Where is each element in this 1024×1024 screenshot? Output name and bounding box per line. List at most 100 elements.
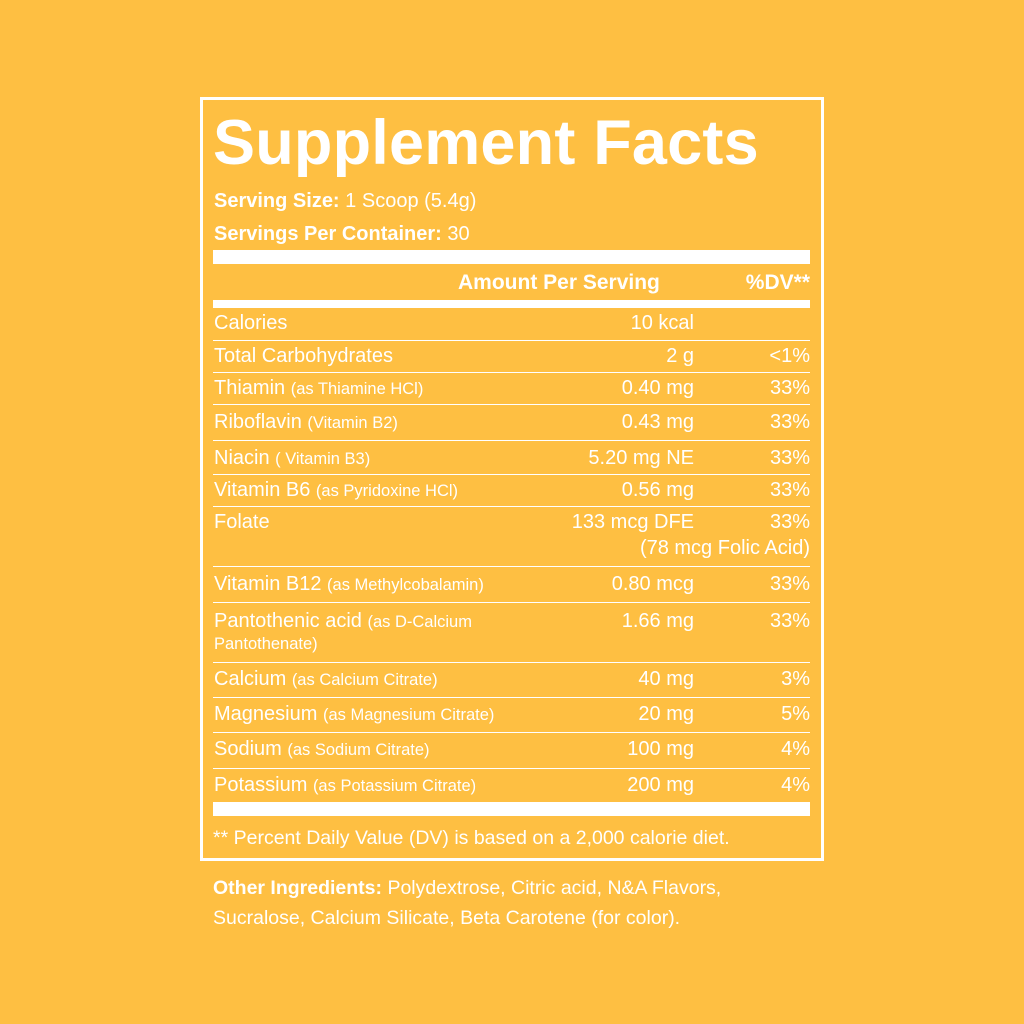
nutrient-name-text: Calcium (214, 668, 287, 690)
nutrient-name: Calories (214, 311, 287, 335)
nutrient-name: Niacin ( Vitamin B3) (214, 446, 370, 471)
nutrient-row: Vitamin B12 (as Methylcobalamin) 0.80 mcg… (213, 572, 810, 596)
thick-divider-header (213, 300, 810, 308)
serving-size-value: 1 Scoop (5.4g) (345, 190, 477, 212)
nutrient-daily-value: 33% (769, 610, 810, 632)
nutrient-name: Calcium (as Calcium Citrate) (214, 667, 438, 692)
row-divider (213, 440, 810, 441)
nutrient-source: (as D-Calcium (367, 613, 472, 631)
nutrient-source: (as Potassium Citrate) (312, 777, 477, 795)
nutrient-daily-value: 33% (769, 377, 810, 399)
nutrient-daily-value: 33% (769, 479, 810, 501)
nutrient-amount: 0.80 mcg (611, 573, 694, 595)
nutrient-name-text: Total Carbohydrates (214, 345, 393, 367)
nutrient-name-text: Vitamin B12 (214, 573, 322, 595)
nutrient-name: Total Carbohydrates (214, 344, 393, 368)
nutrient-amount: 5.20 mg NE (588, 447, 694, 469)
nutrient-source: (as Thiamine HCl) (290, 380, 424, 398)
nutrient-amount: 0.56 mg (621, 479, 694, 501)
nutrient-source: (as Calcium Citrate) (291, 671, 438, 689)
nutrient-name: Potassium (as Potassium Citrate) (214, 773, 476, 798)
nutrient-row: Magnesium (as Magnesium Citrate) 20 mg 5% (213, 702, 810, 726)
nutrient-row: Total Carbohydrates 2 g <1% (213, 344, 810, 368)
nutrient-note: (78 mcg Folic Acid) (639, 537, 810, 559)
nutrient-row: Vitamin B6 (as Pyridoxine HCl) 0.56 mg 33% (213, 478, 810, 502)
nutrient-source: ( Vitamin B3) (275, 450, 371, 468)
nutrient-name-text: Riboflavin (214, 411, 302, 433)
row-divider (213, 474, 810, 475)
nutrient-row: Niacin ( Vitamin B3) 5.20 mg NE 33% (213, 446, 810, 470)
nutrient-source: (Vitamin B2) (307, 414, 398, 432)
nutrient-source: (as Pyridoxine HCl) (315, 482, 459, 500)
servings-per-container: Servings Per Container: 30 (214, 222, 470, 246)
nutrient-daily-value: 4% (781, 774, 810, 796)
nutrient-row: Riboflavin (Vitamin B2) 0.43 mg 33% (213, 410, 810, 434)
nutrient-source: (as Methylcobalamin) (327, 576, 484, 594)
header-amount: Amount Per Serving (458, 271, 660, 294)
other-ingredients-label: Other Ingredients: (213, 877, 383, 899)
nutrient-name-text: Sodium (214, 738, 282, 760)
nutrient-row: Sodium (as Sodium Citrate) 100 mg 4% (213, 737, 810, 761)
nutrient-name: Magnesium (as Magnesium Citrate) (214, 702, 494, 727)
row-divider (213, 340, 810, 341)
other-ingredients-line2: Sucralose, Calcium Silicate, Beta Carote… (213, 907, 681, 929)
nutrient-daily-value: 33% (769, 411, 810, 433)
footnote: ** Percent Daily Value (DV) is based on … (213, 827, 730, 849)
nutrient-name: Folate (214, 510, 270, 534)
header-dv: %DV** (745, 271, 810, 294)
nutrient-amount: 40 mg (638, 668, 694, 690)
nutrient-daily-value: 4% (781, 738, 810, 760)
nutrient-amount: 100 mg (627, 738, 694, 760)
nutrient-amount: 20 mg (638, 703, 694, 725)
other-ingredients-line1: Polydextrose, Citric acid, N&A Flavors, (387, 877, 722, 899)
servings-per-container-label: Servings Per Container: (214, 223, 442, 245)
nutrient-daily-value: 33% (769, 511, 810, 533)
nutrient-daily-value: 33% (769, 573, 810, 595)
nutrient-name: Sodium (as Sodium Citrate) (214, 737, 430, 762)
row-divider (213, 662, 810, 663)
thick-divider-top (213, 250, 810, 264)
nutrient-name-text: Niacin (214, 447, 270, 469)
nutrient-name-text: Calories (214, 312, 288, 334)
nutrient-name-text: Vitamin B6 (214, 479, 311, 501)
nutrient-name-text: Potassium (214, 774, 308, 796)
row-divider (213, 732, 810, 733)
nutrient-amount: 200 mg (627, 774, 694, 796)
nutrient-row: Calcium (as Calcium Citrate) 40 mg 3% (213, 667, 810, 691)
panel-title: Supplement Facts (213, 108, 759, 178)
row-divider (213, 566, 810, 567)
nutrient-name-text: Thiamin (214, 377, 286, 399)
row-divider (213, 768, 810, 769)
nutrient-name: Vitamin B12 (as Methylcobalamin) (214, 572, 484, 597)
row-divider (213, 697, 810, 698)
row-divider (213, 404, 810, 405)
nutrient-row: Folate 133 mcg DFE 33% (78 mcg Folic Acid) (213, 510, 810, 562)
other-ingredients: Other Ingredients: Polydextrose, Citric … (213, 873, 833, 933)
nutrient-amount: 10 kcal (630, 312, 694, 334)
nutrient-name-text: Magnesium (214, 703, 318, 725)
serving-size: Serving Size: 1 Scoop (5.4g) (214, 189, 476, 213)
serving-size-label: Serving Size: (214, 190, 340, 212)
nutrient-row: Pantothenic acid (as D-Calcium Pantothena… (213, 609, 810, 657)
row-divider (213, 506, 810, 507)
nutrient-amount: 0.40 mg (621, 377, 694, 399)
supplement-facts-panel (200, 97, 824, 861)
nutrient-daily-value: 33% (769, 447, 810, 469)
nutrient-daily-value: 3% (781, 668, 810, 690)
nutrient-daily-value: 5% (781, 703, 810, 725)
nutrient-name: Riboflavin (Vitamin B2) (214, 410, 398, 435)
nutrient-name: Pantothenic acid (as D-Calcium (214, 609, 472, 634)
nutrient-amount: 0.43 mg (621, 411, 694, 433)
nutrient-row: Thiamin (as Thiamine HCl) 0.40 mg 33% (213, 376, 810, 400)
row-divider (213, 372, 810, 373)
nutrient-source: (as Sodium Citrate) (287, 741, 430, 759)
row-divider (213, 602, 810, 603)
nutrient-amount: 133 mcg DFE (571, 511, 694, 533)
nutrient-name: Vitamin B6 (as Pyridoxine HCl) (214, 478, 458, 503)
nutrient-amount: 1.66 mg (621, 610, 694, 632)
nutrient-source-continued: Pantothenate) (214, 635, 318, 653)
nutrient-name-text: Folate (214, 511, 270, 533)
nutrient-amount: 2 g (666, 345, 694, 367)
nutrient-row: Potassium (as Potassium Citrate) 200 mg 4% (213, 773, 810, 797)
thick-divider-bottom (213, 802, 810, 816)
